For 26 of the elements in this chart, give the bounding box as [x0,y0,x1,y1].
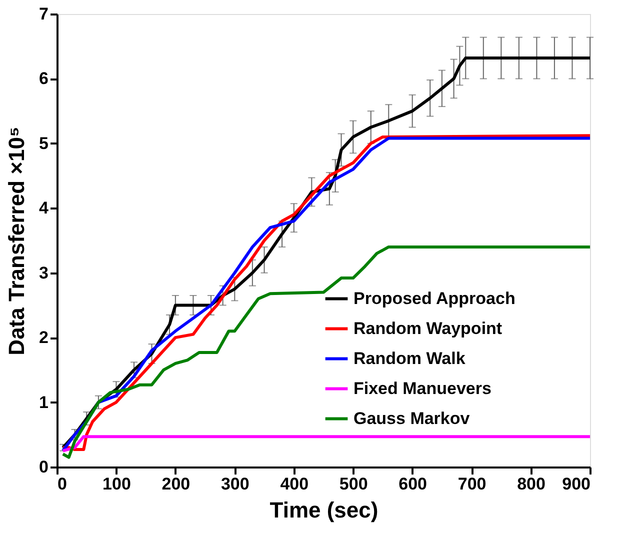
x-tick-label: 200 [162,474,190,494]
x-tick-label: 0 [58,474,67,494]
y-tick-label: 4 [39,198,50,218]
x-tick-label: 400 [280,474,309,494]
y-tick-label: 5 [39,134,48,153]
line-series [61,245,592,459]
x-tick-label: 300 [220,474,250,494]
y-axis-title: Data Transferred ×10⁵ [4,126,30,356]
y-tick-label: 0 [39,458,48,476]
x-tick-label: 100 [102,474,131,494]
x-tick-label: 800 [517,474,546,494]
y-tick-label: 2 [39,328,48,348]
legend-label: Random Waypoint [354,318,502,338]
legend-label: Proposed Approach [354,288,516,308]
x-tick-label: 500 [339,474,368,494]
y-tick-label: 1 [39,392,48,412]
y-tick-label: 7 [39,4,48,24]
legend-label: Gauss Markov [354,408,470,428]
x-tick-label: 600 [398,474,428,494]
legend-label: Fixed Manuevers [354,378,492,398]
x-tick-label: 900 [562,474,590,494]
y-tick-label: 3 [39,263,48,282]
x-tick-label: 700 [458,474,486,494]
x-axis-title: Time (sec) [270,498,378,522]
legend-label: Random Walk [354,348,466,368]
y-tick-label: 6 [39,69,48,88]
